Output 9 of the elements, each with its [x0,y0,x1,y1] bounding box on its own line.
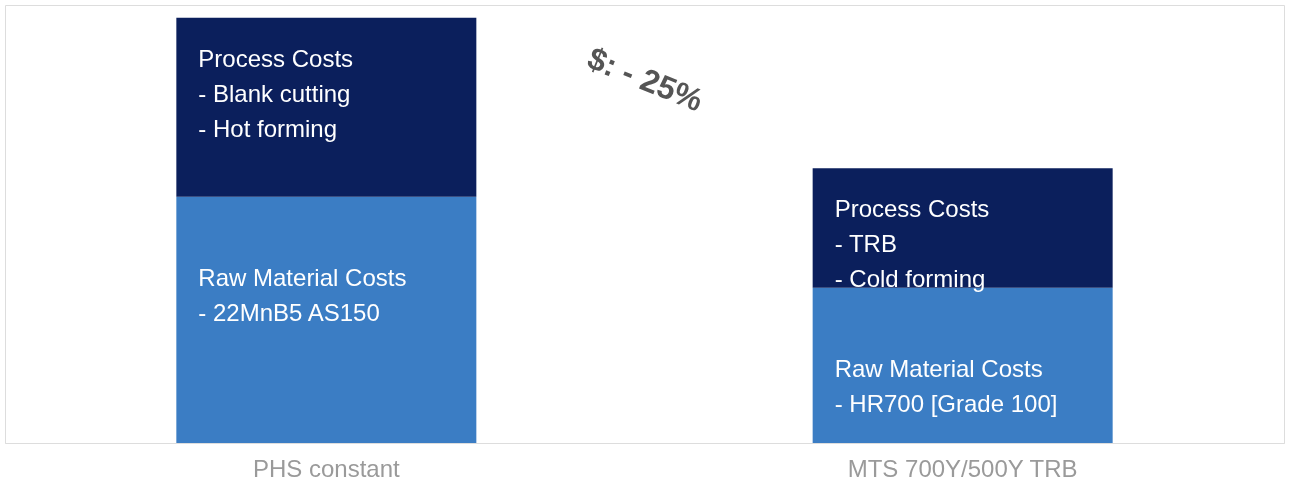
x-tick-label: MTS 700Y/500Y TRB [847,454,1078,482]
bar [176,17,477,197]
annotation: Process Costs - TRB - Cold forming [834,195,990,293]
annotation: Raw Material Costs - HR700 [Grade 100] [834,354,1058,417]
x-tick-label: PHS constant [252,454,401,482]
bar [176,196,477,443]
annotation: $: - 25% [582,39,709,119]
annotation: Raw Material Costs - 22MnB5 AS150 [198,263,407,326]
annotation: Process Costs - Blank cutting - Hot forming [198,44,354,142]
